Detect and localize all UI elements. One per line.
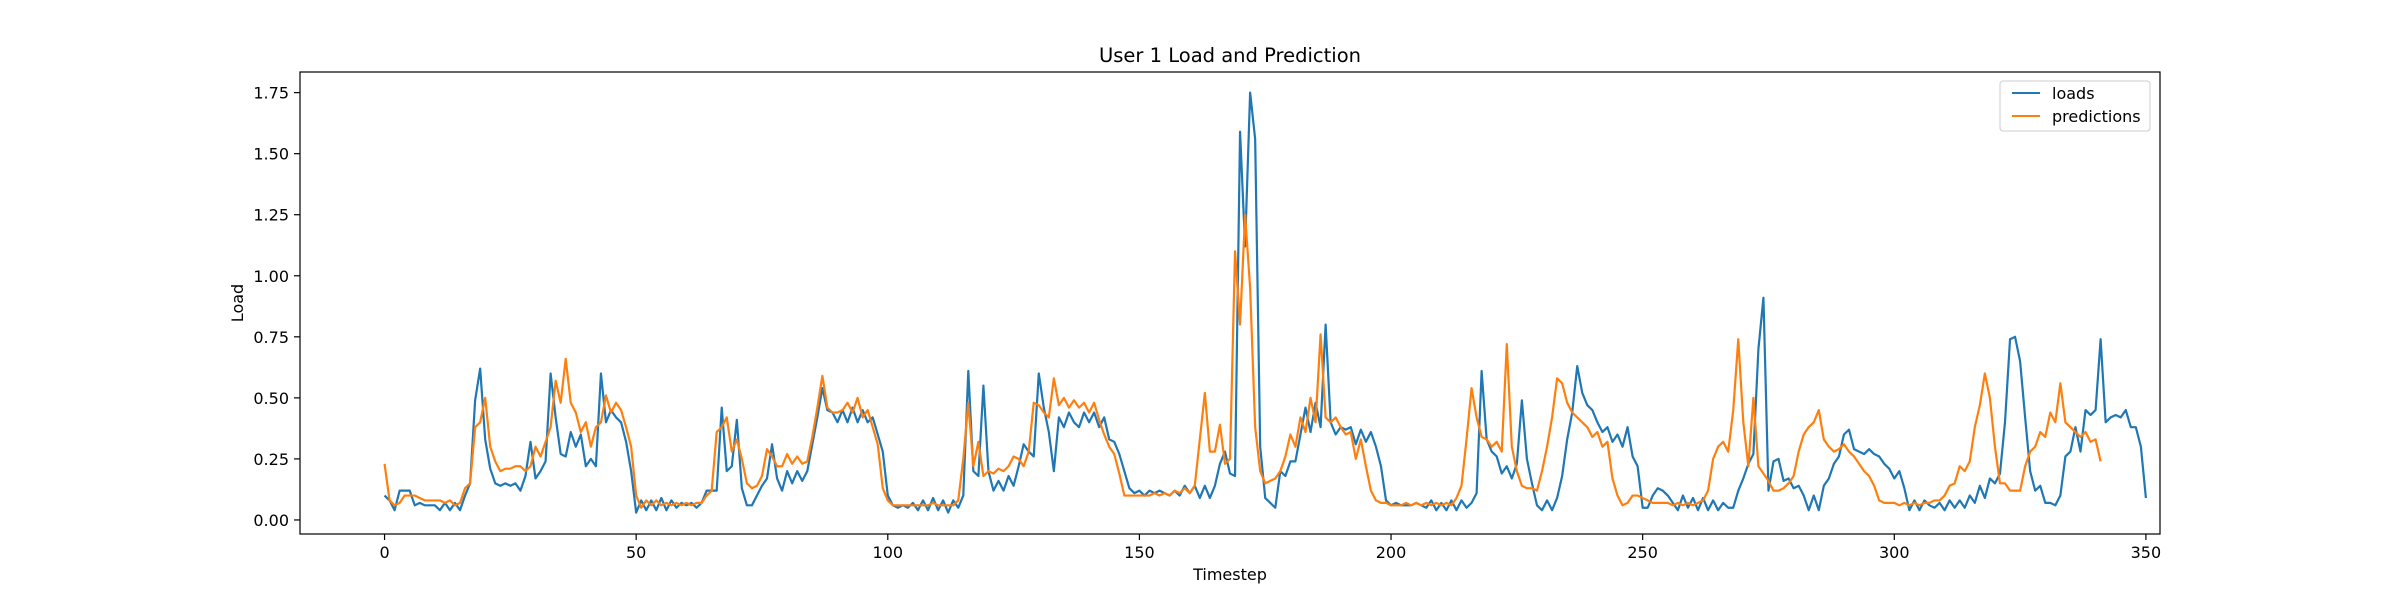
- x-tick-label: 300: [1879, 543, 1910, 562]
- plot-lines: [383, 91, 2148, 514]
- x-tick-label: 50: [626, 543, 646, 562]
- y-tick-label: 1.25: [253, 206, 289, 225]
- x-tick-label: 350: [2131, 543, 2162, 562]
- y-tick-label: 0.75: [253, 328, 289, 347]
- y-tick-label: 0.50: [253, 389, 289, 408]
- y-axis-label: Load: [228, 284, 247, 322]
- x-tick-label: 150: [1124, 543, 1155, 562]
- x-axis-label: Timestep: [1192, 565, 1267, 584]
- axes-frame: [299, 71, 2161, 535]
- y-tick-label: 1.75: [253, 84, 289, 103]
- x-tick-label: 200: [1376, 543, 1407, 562]
- legend: loads predictions: [1999, 80, 2151, 132]
- legend-label-predictions: predictions: [2052, 107, 2141, 126]
- x-tick-label: 100: [873, 543, 904, 562]
- chart-title: User 1 Load and Prediction: [1099, 44, 1361, 67]
- x-tick-label: 250: [1627, 543, 1658, 562]
- series-line-predictions: [383, 213, 2102, 509]
- y-axis-ticks: 0.00 0.25 0.50 0.75 1.00 1.25 1.50 1.75: [253, 84, 300, 530]
- x-axis-ticks: 0 50 100 150 200 250 300 350: [379, 534, 2161, 562]
- y-tick-label: 0.25: [253, 450, 289, 469]
- y-tick-label: 1.50: [253, 145, 289, 164]
- y-tick-label: 0.00: [253, 511, 289, 530]
- series-line-loads: [383, 91, 2148, 514]
- legend-label-loads: loads: [2052, 84, 2095, 103]
- x-tick-label: 0: [379, 543, 389, 562]
- y-tick-label: 1.00: [253, 267, 289, 286]
